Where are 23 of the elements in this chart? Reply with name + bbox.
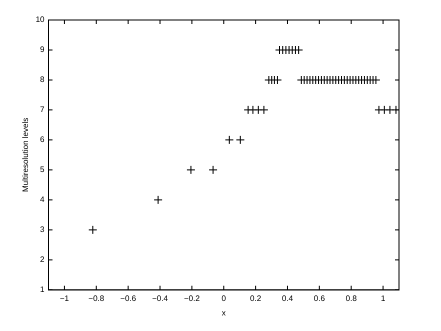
y-tick-label: 1	[40, 285, 46, 294]
x-tick-label: −0.8	[88, 294, 105, 303]
y-tick-label: 10	[36, 15, 46, 24]
x-axis-title: x	[222, 308, 226, 318]
y-tick-label: 9	[40, 45, 46, 54]
x-tick-label: 0.4	[282, 294, 294, 303]
x-tick-label: 0	[222, 294, 227, 303]
y-tick-label: 8	[40, 75, 46, 84]
x-tick-label: −1	[60, 294, 70, 303]
y-tick-label: 3	[40, 225, 46, 234]
y-axis-title: Multiresolution levels	[21, 118, 30, 192]
y-tick-label: 6	[40, 135, 46, 144]
y-tick-label: 4	[40, 195, 46, 204]
x-tick-label: −0.4	[152, 294, 168, 303]
y-tick-label: 7	[40, 105, 46, 114]
x-tick-label: 0.8	[346, 294, 358, 303]
y-tick-label: 2	[40, 255, 46, 264]
x-tick-label: 0.2	[250, 294, 262, 303]
y-tick-label: 5	[40, 165, 46, 174]
x-tick-label: 1	[380, 294, 386, 303]
x-tick-label: 0.6	[314, 294, 326, 303]
x-tick-label: −0.2	[184, 294, 200, 303]
x-tick-label: −0.6	[120, 294, 137, 303]
